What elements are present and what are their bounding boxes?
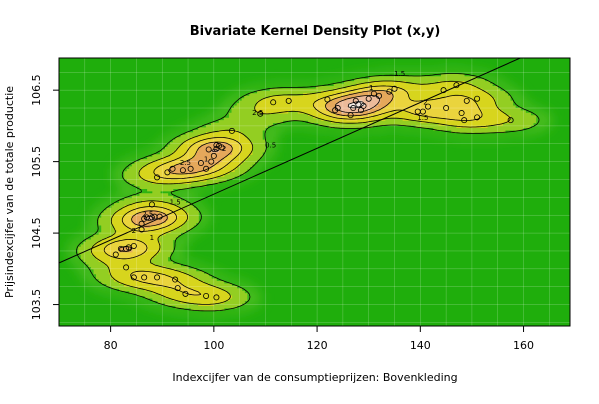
data-point: [334, 105, 341, 112]
data-point: [360, 102, 367, 109]
data-point: [208, 158, 215, 165]
data-point: [138, 226, 145, 233]
data-point: [285, 97, 292, 104]
data-point: [453, 82, 460, 89]
data-point: [138, 220, 145, 227]
data-point: [203, 292, 210, 299]
data-point: [130, 242, 137, 249]
data-point: [213, 142, 220, 149]
data-point: [324, 96, 331, 103]
data-point: [154, 274, 161, 281]
data-point: [419, 108, 426, 115]
data-point: [474, 114, 481, 121]
chart-title: Bivariate Kernel Density Plot (x,y): [190, 24, 441, 39]
density-band: [90, 81, 511, 306]
data-point: [172, 276, 179, 283]
data-point: [350, 105, 357, 112]
data-point: [112, 251, 119, 258]
data-point: [440, 87, 447, 94]
data-point: [461, 117, 468, 124]
regression-line: [59, 58, 522, 264]
contour-line: [76, 73, 540, 312]
y-tick-label: 104.5: [30, 217, 43, 249]
data-point: [270, 99, 277, 106]
data-point: [210, 152, 217, 159]
y-tick-label: 103.5: [30, 289, 43, 321]
data-point: [474, 95, 481, 102]
data-point: [123, 264, 130, 271]
data-point: [179, 167, 186, 174]
contour-label: 2: [423, 98, 427, 106]
data-point: [228, 127, 235, 134]
contour-label: 1: [204, 156, 208, 164]
data-point: [182, 290, 189, 297]
data-point: [205, 146, 212, 153]
data-point: [213, 145, 220, 152]
data-point: [463, 97, 470, 104]
density-band: [103, 86, 483, 297]
data-point: [141, 274, 148, 281]
x-tick-label: 120: [307, 339, 328, 352]
axes: 80 100 120 140 160 103.5 104.5 105.5 106.5: [30, 74, 534, 352]
density-band: [67, 69, 552, 316]
data-point: [130, 274, 137, 281]
data-point: [347, 112, 354, 119]
x-tick-label: 160: [513, 339, 534, 352]
data-point: [154, 174, 161, 181]
y-tick-label: 106.5: [30, 74, 43, 106]
data-point: [370, 90, 377, 97]
contour-label: 1.5: [417, 114, 428, 122]
data-point: [425, 103, 432, 110]
data-point: [148, 201, 155, 208]
contour-line: [90, 80, 511, 305]
data-point: [213, 294, 220, 301]
contour-label: 1.5: [170, 199, 181, 207]
data-point: [391, 85, 398, 92]
contour-label: 1: [150, 234, 154, 242]
plot-frame: [58, 57, 571, 327]
data-point: [365, 95, 372, 102]
y-tick-label: 105.5: [30, 146, 43, 178]
data-point: [257, 110, 264, 117]
x-axis-label: Indexcijfer van de consumptieprijzen: Bo…: [172, 371, 457, 384]
data-point: [197, 160, 204, 167]
contour-label: 2.5: [180, 159, 191, 167]
contour-label: 1.5: [394, 70, 405, 78]
data-point: [443, 105, 450, 112]
data-point: [187, 165, 194, 172]
density-band: [78, 73, 537, 311]
data-point: [148, 214, 155, 221]
data-point: [174, 285, 181, 292]
x-tick-label: 140: [410, 339, 431, 352]
data-point: [203, 165, 210, 172]
contour-label: 2: [132, 227, 136, 235]
data-point: [164, 169, 171, 176]
data-point: [507, 117, 514, 124]
data-point: [169, 165, 176, 172]
data-point: [386, 88, 393, 95]
contour-label: 0.5: [265, 141, 276, 149]
density-band: [119, 90, 394, 253]
x-tick-label: 100: [203, 339, 224, 352]
contour-label: 1: [369, 84, 373, 92]
data-point: [458, 110, 465, 117]
data-point: [357, 107, 364, 114]
contour-line: [103, 85, 483, 296]
data-point: [376, 92, 383, 99]
data-point: [156, 213, 163, 220]
contour-line: [119, 90, 394, 252]
y-axis-label: Prijsindexcijfer van de totale productie: [3, 86, 16, 298]
contour-label: 2: [222, 145, 226, 153]
x-tick-label: 80: [104, 339, 118, 352]
